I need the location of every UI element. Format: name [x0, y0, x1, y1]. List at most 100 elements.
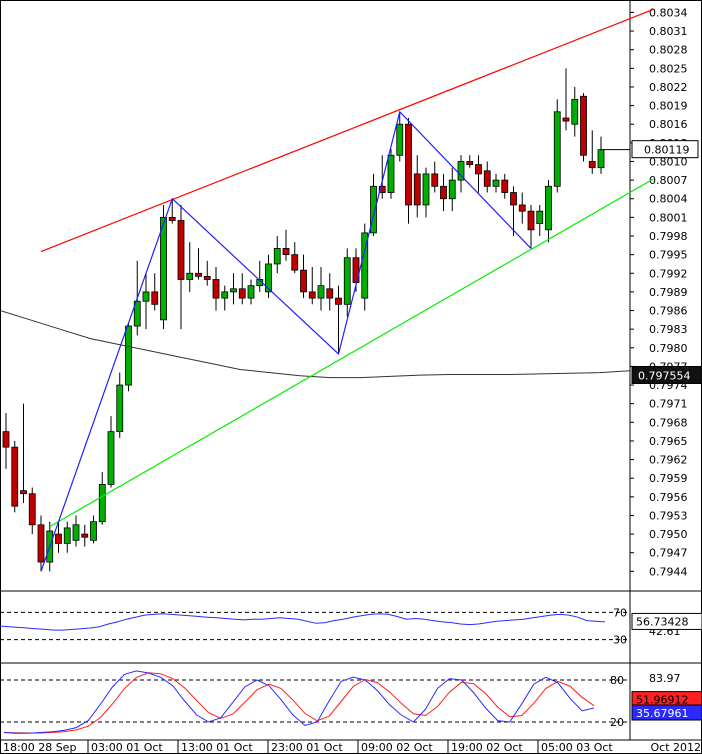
candle-up — [396, 123, 404, 156]
candle-down — [483, 170, 491, 187]
candle-down — [440, 185, 447, 200]
price-tick-label: 0.8001 — [649, 211, 688, 224]
candle-up — [370, 185, 377, 234]
candle-up — [160, 216, 167, 321]
time-year-label: Oct 2012 — [650, 741, 701, 754]
price-tick-label: 0.7962 — [649, 454, 688, 467]
candle-down — [212, 279, 220, 299]
price-tick-label: 0.8025 — [649, 62, 688, 75]
price-tick-label: 0.7971 — [649, 398, 688, 411]
candle-up — [247, 285, 255, 299]
candle-down — [527, 210, 535, 231]
price-tick-label: 0.7965 — [649, 435, 688, 448]
price-tick-label: 0.8031 — [649, 25, 688, 38]
candle-down — [413, 173, 421, 206]
candle-down — [238, 288, 246, 299]
candle-up — [343, 257, 351, 305]
rsi-level-label: 70 — [613, 606, 627, 619]
candle-up — [597, 149, 605, 169]
candle-down — [168, 216, 176, 221]
price-tick-label: 0.7995 — [649, 249, 688, 262]
candle-up — [265, 263, 272, 293]
price-tick-label: 0.7944 — [649, 565, 688, 578]
candle-down — [282, 248, 290, 256]
price-tick-label: 0.8007 — [649, 174, 688, 187]
candle-down — [300, 269, 307, 293]
candle-down — [20, 490, 27, 495]
candle-up — [492, 179, 500, 187]
candle-up — [361, 232, 369, 299]
candle-down — [203, 275, 211, 280]
time-tick-label: 13:00 01 Oct — [181, 741, 253, 754]
upper-trendline — [40, 8, 654, 253]
stoch-axis-label: 83.97 — [649, 672, 681, 685]
price-tick-label: 0.7992 — [649, 267, 688, 280]
time-axis: 18:00 28 Sep 03:00 01 Oct 13:00 01 Oct 23:0… — [0, 740, 701, 754]
stoch-main-line — [3, 670, 595, 734]
candle-down — [2, 431, 10, 448]
candle-up — [63, 527, 71, 544]
candle-up — [571, 98, 579, 125]
candle-down — [81, 533, 89, 538]
time-tick-label: 23:00 01 Oct — [271, 741, 343, 754]
price-tick-label: 0.8010 — [649, 155, 688, 168]
candle-up — [116, 384, 124, 433]
stoch-signal-line — [3, 672, 595, 734]
price-tick-label: 0.8016 — [649, 118, 688, 131]
time-tick-label: 18:00 28 Sep — [3, 741, 76, 754]
zigzag-line — [40, 110, 532, 572]
price-tick-label: 0.8022 — [649, 81, 688, 94]
candle-down — [378, 185, 386, 193]
time-tick-label: 19:00 02 Oct — [451, 741, 523, 754]
price-tick-label: 0.7986 — [649, 305, 688, 318]
rsi-line — [0, 613, 606, 631]
candle-down — [562, 117, 570, 122]
candle-up — [273, 248, 281, 265]
stoch-main-label: 51.96912 — [636, 694, 689, 707]
time-tick-label: 03:00 01 Oct — [91, 741, 163, 754]
candle-down — [11, 446, 19, 507]
candle-down — [466, 161, 474, 165]
candle-up — [133, 300, 141, 327]
candle-down — [195, 272, 202, 277]
candle-up — [186, 272, 194, 280]
candle-down — [475, 164, 482, 175]
candle-up — [545, 185, 552, 231]
candle-down — [151, 291, 159, 305]
price-tick-label: 0.7998 — [649, 230, 688, 243]
candle-down — [177, 220, 185, 280]
candle-down — [431, 173, 439, 187]
price-tick-label: 0.8004 — [649, 193, 688, 206]
price-tick-label: 0.8028 — [649, 44, 688, 57]
candle-up — [448, 179, 456, 200]
candle-down — [518, 204, 526, 212]
ma-price-label: 0.797554 — [638, 369, 691, 382]
ma-price-box — [631, 365, 702, 384]
candle-down — [291, 254, 299, 271]
candle-up — [457, 161, 465, 181]
candle-up — [90, 521, 97, 541]
candle-up — [221, 291, 229, 299]
candle-up — [230, 288, 237, 293]
candle-down — [335, 297, 342, 305]
candle-up — [125, 325, 132, 386]
price-tick-label: 0.8034 — [649, 6, 688, 19]
current-price-label: 0.80119 — [644, 144, 690, 157]
stoch-signal-box — [631, 704, 702, 721]
lower-trendline — [49, 178, 654, 528]
stoch-level-label: 20 — [610, 716, 624, 729]
price-tick-label: 0.7950 — [649, 528, 688, 541]
candle-up — [72, 524, 80, 541]
price-tick-label: 0.7959 — [649, 472, 688, 485]
price-tick-label: 0.7980 — [649, 342, 688, 355]
candle-down — [37, 524, 45, 563]
candle-down — [55, 533, 62, 544]
rsi-level-label: 30 — [613, 634, 627, 647]
rsi-current-box — [631, 612, 702, 630]
candle-down — [405, 123, 412, 206]
